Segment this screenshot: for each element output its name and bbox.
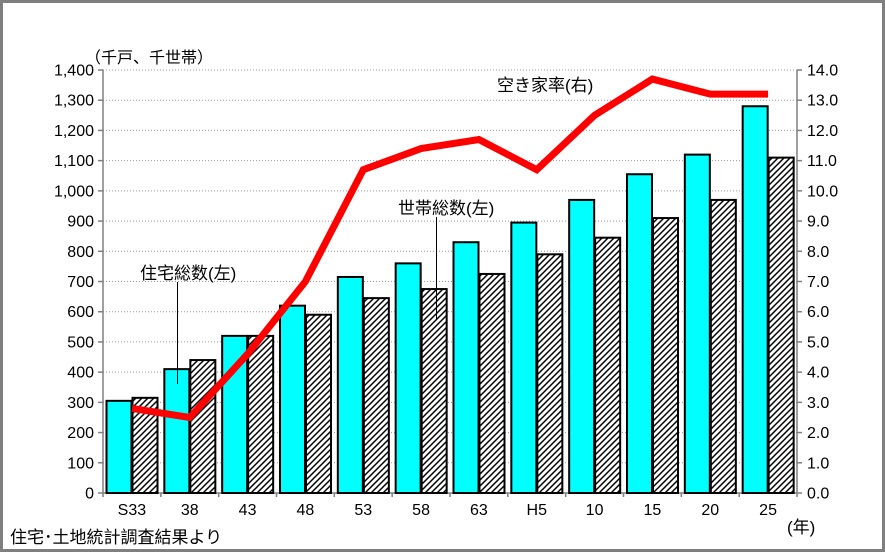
plot-area: 0 100 200 300 400 500 600 700 800 900 1,000 1,100 1,… [54, 63, 838, 520]
bar-housing-total [163, 368, 191, 494]
right-axis-tick-label: 10.0 [807, 183, 838, 200]
left-axis-tick-label: 900 [67, 214, 94, 231]
bar-housing-total [683, 153, 711, 494]
left-axis-tick-label: 400 [67, 365, 94, 382]
x-axis-category-label: 20 [701, 502, 719, 519]
left-axis-tick-label: 500 [67, 334, 94, 351]
x-axis-category-label: 58 [412, 502, 430, 519]
left-axis-tick-label: 800 [67, 244, 94, 261]
left-axis-tick-label: 1,300 [54, 93, 94, 110]
bar-housing-total [336, 275, 364, 495]
right-axis-tick-label: 9.0 [807, 214, 829, 231]
x-axis-category-label: 15 [644, 502, 662, 519]
x-axis-category-label: 53 [354, 502, 372, 519]
x-axis-category-label: 63 [470, 502, 488, 519]
left-axis-tick-label: 200 [67, 425, 94, 442]
x-axis-category-label: 48 [297, 502, 315, 519]
bar-household-total [652, 217, 679, 495]
left-axis-tick-label: 700 [67, 274, 94, 291]
right-axis-tick-label: 12.0 [807, 123, 838, 140]
bar-housing-total [452, 241, 480, 494]
right-axis-tick-label: 11.0 [807, 153, 837, 170]
x-axis-category-label: 43 [239, 502, 257, 519]
left-axis-tick-label: 1,100 [54, 153, 94, 170]
right-axis-tick-label: 7.0 [807, 274, 829, 291]
right-axis-tick-label: 8.0 [807, 244, 829, 261]
right-axis-tick-label: 0.0 [807, 486, 829, 503]
annotation-vacancy-rate-label: 空き家率(右) [497, 76, 593, 95]
bar-household-total [247, 334, 275, 494]
right-axis-tick-label: 14.0 [807, 63, 838, 80]
bar-household-total [305, 313, 332, 494]
bar-housing-total [105, 399, 133, 495]
x-axis-category-label: S33 [118, 502, 147, 519]
bar-housing-total [394, 262, 422, 494]
bar-household-total [420, 288, 448, 494]
right-axis-tick-label: 2.0 [807, 425, 829, 442]
source-note: 住宅･土地統計調査結果より [10, 528, 222, 547]
x-axis-category-label: 10 [586, 502, 604, 519]
annotation-household-total-label: 世帯総数(左) [398, 199, 494, 218]
left-axis-tick-label: 1,400 [54, 63, 94, 80]
bar-housing-total [626, 173, 653, 494]
bar-housing-total [741, 105, 769, 494]
left-axis-tick-label: 0 [85, 486, 94, 503]
bar-housing-total [510, 221, 538, 494]
x-axis-category-label: 25 [759, 502, 777, 519]
bar-housing-total [279, 304, 306, 494]
vacancy-rate-line [131, 75, 769, 422]
annotation-housing-total-label: 住宅総数(左) [140, 264, 236, 283]
x-axis-unit-label: (年) [787, 518, 815, 537]
bar-household-total [767, 156, 795, 494]
left-axis-tick-label: 1,000 [54, 183, 94, 200]
bar-household-total [709, 198, 737, 495]
x-axis-category-label: 38 [181, 502, 199, 519]
right-axis-tick-label: 13.0 [807, 93, 838, 110]
housing-statistics-chart: 0 100 200 300 400 500 600 700 800 900 1,000 1,100 1,… [10, 49, 838, 547]
bar-household-total [362, 297, 390, 494]
right-axis-tick-label: 6.0 [807, 304, 829, 321]
left-axis-tick-label: 1,200 [54, 123, 94, 140]
bar-household-total [478, 272, 506, 495]
x-axis-category-label: H5 [527, 502, 548, 519]
left-axis-tick-label: 300 [67, 395, 94, 412]
right-axis-tick-label: 5.0 [807, 334, 829, 351]
left-axis-tick-label: 100 [67, 455, 94, 472]
right-axis-tick-label: 3.0 [807, 395, 829, 412]
right-axis-tick-label: 1.0 [807, 455, 829, 472]
left-axis-unit-label: （千戸、千世帯） [85, 49, 213, 67]
bar-household-total [189, 359, 217, 494]
bar-household-total [594, 236, 622, 494]
bar-household-total [536, 253, 564, 494]
bar-housing-total [568, 198, 596, 495]
right-axis-tick-label: 4.0 [807, 365, 829, 382]
left-axis-tick-label: 600 [67, 304, 94, 321]
